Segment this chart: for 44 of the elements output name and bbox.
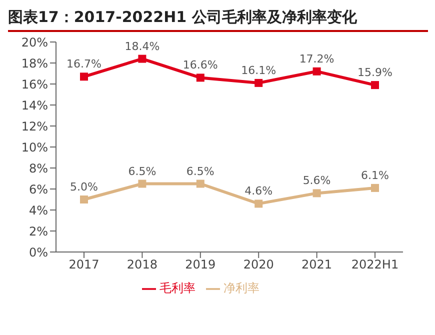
data-label: 5.0% [70, 180, 98, 194]
y-tick-label: 8% [28, 161, 48, 176]
y-tick-label: 0% [28, 245, 48, 260]
chart-title: 图表17：2017-2022H1 公司毛利率及净利率变化 [8, 8, 428, 32]
x-tick-label: 2020 [243, 258, 274, 272]
x-tick-label: 2021 [302, 258, 332, 272]
point [138, 54, 146, 63]
data-label: 5.6% [302, 174, 331, 188]
data-label: 6.5% [128, 164, 156, 178]
x-tick-label: 2018 [126, 258, 158, 272]
y-tick-label: 10% [21, 140, 48, 154]
y-tick-label: 18% [21, 56, 48, 70]
point [371, 184, 379, 192]
legend-label: 净利率 [224, 281, 260, 295]
y-tick-label: 6% [28, 182, 48, 196]
point [80, 72, 88, 81]
y-tick-label: 16% [21, 77, 48, 92]
y-tick-label: 14% [21, 98, 48, 112]
point [254, 200, 263, 208]
data-label: 16.6% [182, 58, 218, 72]
y-tick-label: 20% [21, 35, 48, 50]
x-tick-label: 2017 [68, 258, 100, 272]
point [80, 196, 88, 204]
y-tick-label: 2% [28, 224, 48, 238]
data-label: 6.1% [361, 168, 389, 182]
point [138, 180, 146, 188]
data-label: 16.1% [241, 64, 276, 77]
data-label: 4.6% [244, 184, 273, 198]
data-label: 16.7% [66, 58, 102, 71]
data-label: 18.4% [124, 40, 160, 53]
y-tick-label: 12% [21, 119, 48, 134]
legend-label: 毛利率 [160, 281, 196, 295]
point [371, 81, 379, 90]
point [312, 67, 321, 76]
point [254, 78, 263, 87]
data-label: 6.5% [186, 164, 214, 178]
point [312, 189, 321, 198]
point [196, 74, 204, 82]
x-tick-label: 2019 [185, 258, 216, 272]
point [196, 180, 204, 188]
y-tick-label: 4% [28, 203, 48, 218]
x-tick-label: 2022H1 [351, 258, 399, 272]
data-label: 15.9% [358, 66, 392, 80]
data-label: 17.2% [299, 52, 334, 66]
